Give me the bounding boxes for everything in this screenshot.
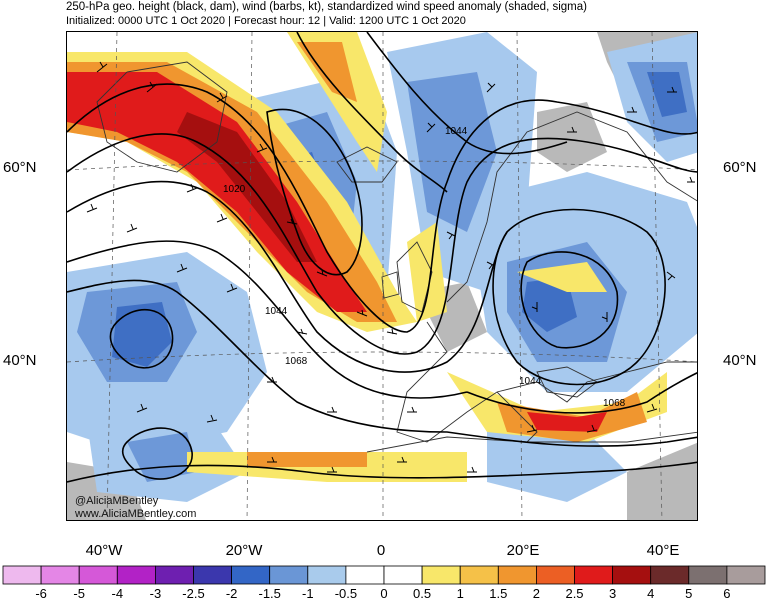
map-svg: 1020 1044 1068 1044 1044 1068 <box>67 32 697 520</box>
colorbar-tick-label: 4 <box>647 586 655 601</box>
graticule <box>67 32 697 520</box>
colorbar-swatch <box>78 565 118 585</box>
credit-twitter: @AliciaMBentley <box>75 495 159 507</box>
chart-title: 250-hPa geo. height (black, dam), wind (… <box>66 1 587 13</box>
colorbar-swatch <box>269 565 309 585</box>
lon-label-20e: 20°E <box>506 542 540 559</box>
colorbar-swatch <box>116 565 156 585</box>
colorbar-tick-label: -2.5 <box>182 586 205 601</box>
wind-barbs <box>86 61 695 473</box>
dark-red-shading <box>177 112 317 262</box>
lon-label-40w: 40°W <box>85 542 123 559</box>
colorbar-swatch <box>421 565 461 585</box>
colorbar-swatch <box>307 565 347 585</box>
contour-labels: 1020 1044 1068 1044 1044 1068 <box>223 126 626 409</box>
colorbar-tick-label: 2 <box>532 586 541 601</box>
lon-label-20w: 20°W <box>225 542 263 559</box>
contour-label: 1068 <box>285 356 308 367</box>
lat-label-60n-left: 60°N <box>3 159 37 176</box>
credit-website: www.AliciaMBentley.com <box>75 508 197 520</box>
contour-label: 1068 <box>603 398 626 409</box>
colorbar-swatch <box>154 565 194 585</box>
colorbar-tick-label: 6 <box>723 586 731 601</box>
colorbar-swatch <box>574 565 613 585</box>
chart-subtitle: Initialized: 0000 UTC 1 Oct 2020 | Forec… <box>66 15 466 27</box>
height-contours <box>67 32 697 483</box>
colorbar-tick-label: -5 <box>73 586 85 601</box>
colorbar-tick-label: 1.5 <box>489 586 508 601</box>
colorbar-tick-label: 0.5 <box>413 586 432 601</box>
colorbar-swatch <box>459 565 499 585</box>
colorbar-swatch <box>536 565 575 585</box>
colorbar <box>2 565 766 585</box>
colorbar-swatch <box>688 565 728 585</box>
colorbar-tick-label: -4 <box>111 586 124 601</box>
colorbar-tick-label: -0.5 <box>334 586 358 601</box>
colorbar-tick-label: -6 <box>35 586 47 601</box>
colorbar-tick-label: 0 <box>380 586 388 601</box>
colorbar-tick-label: -2 <box>225 586 238 601</box>
colorbar-swatch <box>2 565 42 585</box>
contour-label: 1044 <box>265 306 288 317</box>
colorbar-tick-label: 3 <box>608 586 617 601</box>
colorbar-swatch <box>383 565 423 585</box>
lat-label-60n-right: 60°N <box>723 159 757 176</box>
lon-label-40e: 40°E <box>646 542 680 559</box>
colorbar-tick-label: -3 <box>149 586 162 601</box>
colorbar-swatch <box>650 565 690 585</box>
colorbar-tick-label: 5 <box>685 586 693 601</box>
colorbar-swatch <box>726 565 766 585</box>
colorbar-swatch <box>40 565 80 585</box>
lat-label-40n-right: 40°N <box>723 352 757 369</box>
contour-label: 1020 <box>223 184 246 195</box>
colorbar-swatch <box>231 565 271 585</box>
colorbar-swatch <box>345 565 385 585</box>
colorbar-swatch <box>497 565 537 585</box>
map-panel: 1020 1044 1068 1044 1044 1068 @AliciaMBe… <box>66 31 698 521</box>
lat-label-40n-left: 40°N <box>3 352 37 369</box>
colorbar-tick-label: -1.5 <box>258 586 281 601</box>
lon-label-0: 0 <box>376 542 386 559</box>
colorbar-tick-label: 2.5 <box>565 586 584 601</box>
colorbar-swatch <box>193 565 232 585</box>
contour-label: 1044 <box>519 376 542 387</box>
colorbar-swatch <box>612 565 652 585</box>
colorbar-tick-label: -1 <box>302 586 314 601</box>
colorbar-tick-label: 1 <box>456 586 464 601</box>
contour-label: 1044 <box>445 126 468 137</box>
